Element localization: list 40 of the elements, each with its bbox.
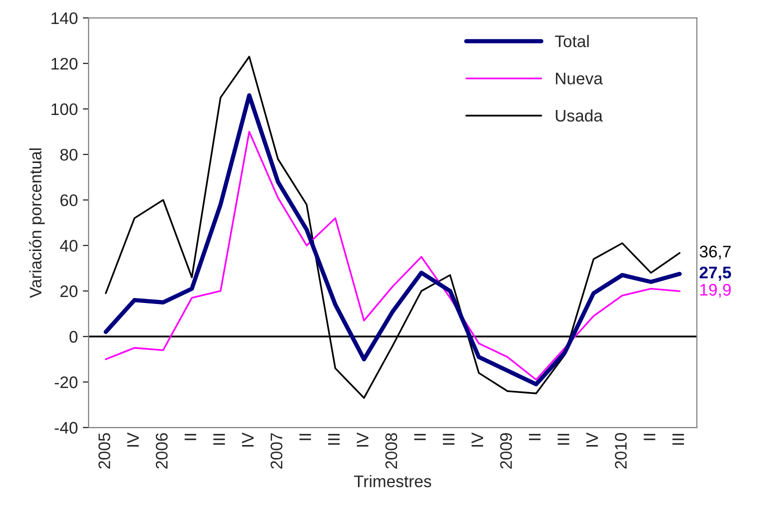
x-tick-label: II [184, 434, 196, 440]
y-tick-label: 0 [70, 330, 78, 343]
legend-label: Usada [556, 109, 603, 122]
x-tick-label: IV [356, 432, 368, 447]
line-series [104, 130, 680, 381]
data-label: 19,9 [700, 284, 731, 298]
y-tick-label: 80 [60, 148, 78, 161]
y-tick-label: 60 [60, 194, 78, 206]
y-tick-label: 40 [60, 240, 78, 252]
y-tick-label: 120 [52, 58, 78, 70]
x-axis-title: Trimestres [354, 475, 432, 488]
x-tick-label: II [529, 434, 540, 440]
y-tick-label: 100 [52, 103, 78, 116]
x-tick-label: 2006 [156, 433, 168, 469]
x-tick-label: III [558, 434, 570, 445]
x-tick-label: III [672, 434, 684, 445]
x-tick-label: 2007 [270, 433, 282, 469]
x-tick-label: II [644, 434, 656, 440]
x-tick-label: IV [472, 432, 484, 447]
x-tick-label: IV [127, 432, 139, 447]
x-tick-label: III [213, 434, 225, 445]
x-tick-label: II [414, 434, 426, 440]
x-tick-label: III [328, 434, 340, 445]
legend-label: Nueva [556, 72, 603, 84]
x-tick-label: II [299, 434, 311, 440]
y-tick-label: -40 [54, 422, 78, 434]
data-label: 27,5 [700, 266, 732, 281]
x-tick-label: IV [242, 432, 254, 447]
y-tick-label: 20 [60, 285, 78, 298]
y-axis-title: Variación porcentual [29, 148, 45, 298]
x-tick-label: III [442, 434, 454, 445]
data-label: 36,7 [700, 246, 731, 260]
x-tick-label: 2010 [614, 433, 627, 469]
y-tick-label: -20 [54, 376, 78, 388]
x-tick-label: 2009 [500, 433, 512, 469]
y-tick-label: 140 [52, 12, 78, 24]
legend-label: Total [554, 34, 589, 48]
x-tick-label: 2005 [98, 433, 110, 469]
x-tick-label: 2008 [385, 433, 398, 469]
x-tick-label: IV [586, 432, 598, 447]
